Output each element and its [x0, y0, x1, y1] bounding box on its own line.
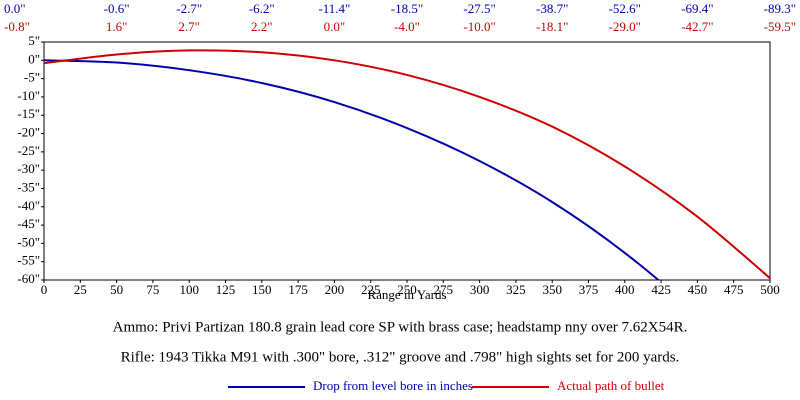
- y-tick-label: -5": [24, 70, 40, 85]
- value-label: -6.2": [249, 1, 275, 16]
- plot-lines: [44, 49, 770, 280]
- value-label: -89.3": [764, 1, 796, 16]
- value-label: -59.5": [764, 19, 796, 34]
- x-tick-label: 400: [615, 282, 635, 297]
- x-tick-label: 275: [434, 282, 454, 297]
- x-tick-label: 475: [724, 282, 744, 297]
- y-tick-label: -30": [17, 161, 40, 176]
- value-label: -38.7": [536, 1, 568, 16]
- y-tick-label: 5": [28, 33, 40, 48]
- value-label: -52.6": [609, 1, 641, 16]
- x-tick-label: 375: [579, 282, 599, 297]
- y-tick-label: -45": [17, 216, 40, 231]
- note: Ammo: Privi Partizan 180.8 grain lead co…: [113, 319, 688, 335]
- x-tick-label: 425: [651, 282, 671, 297]
- y-tick-label: -15": [17, 106, 40, 121]
- x-tick-label: 125: [216, 282, 236, 297]
- x-tick-label: 225: [361, 282, 381, 297]
- x-axis-label: Range in Yards: [367, 287, 446, 302]
- x-tick-label: 250: [397, 282, 417, 297]
- x-tick-label: 350: [542, 282, 562, 297]
- x-tick-label: 200: [325, 282, 345, 297]
- x-tick-label: 50: [110, 282, 123, 297]
- value-label: 0.0": [324, 19, 346, 34]
- legend-label: Actual path of bullet: [557, 378, 665, 393]
- value-label: -4.0": [394, 19, 420, 34]
- x-tick-label: 150: [252, 282, 272, 297]
- value-label: -2.7": [176, 1, 202, 16]
- series-line: [44, 59, 660, 280]
- x-tick-label: 500: [760, 282, 780, 297]
- value-label: -18.5": [391, 1, 423, 16]
- value-label: -42.7": [681, 19, 713, 34]
- note: Rifle: 1943 Tikka M91 with .300" bore, .…: [121, 349, 680, 365]
- x-tick-label: 325: [506, 282, 526, 297]
- y-tick-label: 0": [28, 51, 40, 66]
- value-label: 2.7": [178, 19, 200, 34]
- x-tick-label: 75: [146, 282, 159, 297]
- series-line: [44, 49, 770, 279]
- y-tick-label: -55": [17, 253, 40, 268]
- x-tick-label: 450: [688, 282, 708, 297]
- value-label: -0.6": [104, 1, 130, 16]
- value-label: -29.0": [609, 19, 641, 34]
- x-tick-label: 0: [41, 282, 48, 297]
- value-label: -10.0": [463, 19, 495, 34]
- value-label: -27.5": [463, 1, 495, 16]
- y-tick-label: -10": [17, 88, 40, 103]
- plot-area: [43, 41, 771, 281]
- x-tick-label: 25: [74, 282, 87, 297]
- y-tick-label: -40": [17, 198, 40, 213]
- x-tick-label: 175: [288, 282, 308, 297]
- value-label: -69.4": [681, 1, 713, 16]
- y-tick-label: -50": [17, 234, 40, 249]
- x-tick-label: 300: [470, 282, 490, 297]
- value-label: -18.1": [536, 19, 568, 34]
- y-tick-label: -25": [17, 143, 40, 158]
- legend-label: Drop from level bore in inches: [313, 378, 473, 393]
- y-tick-label: -20": [17, 125, 40, 140]
- y-tick-label: -35": [17, 179, 40, 194]
- value-label: 0.0": [4, 1, 26, 16]
- value-label: -11.4": [318, 1, 350, 16]
- value-label: 1.6": [106, 19, 128, 34]
- y-tick-label: -60": [17, 271, 40, 286]
- value-label: -0.8": [4, 19, 30, 34]
- value-label: 2.2": [251, 19, 273, 34]
- x-tick-label: 100: [179, 282, 199, 297]
